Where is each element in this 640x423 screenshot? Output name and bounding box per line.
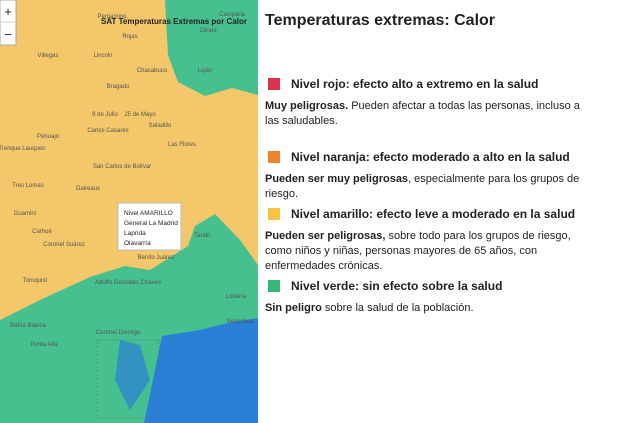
place-label: Campana xyxy=(219,12,246,18)
item-desc: Pueden afectar a todas las personas, inc… xyxy=(265,100,580,127)
map-title: SAT Temperaturas Extremas por Calor xyxy=(101,17,247,26)
green-zone xyxy=(165,0,258,96)
place-label: Villegas xyxy=(38,53,59,59)
item-desc: , especialmente para los grupos de riesg… xyxy=(265,173,580,200)
place-label: Bahía Blanca xyxy=(10,323,46,329)
popup-text: Nivel AMARILLO General La Madrid Laprida Ol… xyxy=(124,210,178,247)
item-bold: Pueden ser peligrosas, xyxy=(265,230,386,242)
place-label: Pehuajó xyxy=(37,134,60,140)
place-label: Luján xyxy=(198,68,213,74)
place-label: Tornquist xyxy=(23,278,48,284)
swatch xyxy=(268,208,280,220)
place-label: Coronel Dorrego xyxy=(96,330,141,336)
place-label: Lobería xyxy=(226,294,247,300)
place-label: Pergamino xyxy=(97,14,127,20)
place-label: Necochea xyxy=(226,319,254,325)
place-label: Saladillo xyxy=(149,123,172,129)
place-label: Chacabuco xyxy=(137,68,168,74)
place-label: Punta Alta xyxy=(30,342,58,348)
place-label: Carlos Casares xyxy=(87,128,128,134)
legend-title: Temperaturas extremas: Calor xyxy=(265,12,496,29)
place-label: Tandil xyxy=(194,233,210,239)
item-heading: Nivel amarillo: efecto leve a moderado e… xyxy=(291,207,576,221)
place-label: Lincoln xyxy=(93,53,112,59)
item-heading: Nivel verde: sin efecto sobre la salud xyxy=(291,279,503,293)
swatch xyxy=(268,78,280,90)
place-label: Trenque Lauquen xyxy=(0,146,46,152)
popup-line: General La Madrid xyxy=(124,220,178,227)
place-label: San Carlos de Bolívar xyxy=(93,164,151,170)
popup-line: Olavarría xyxy=(124,240,151,247)
place-label: Guaminí xyxy=(14,211,37,217)
popup xyxy=(117,202,182,251)
item-bold: Muy peligrosas. xyxy=(265,100,349,112)
popup-line: Laprida xyxy=(124,230,146,237)
place-label: Rojas xyxy=(122,34,137,40)
item-text: Muy peligrosas. Pueden afectar a todas l… xyxy=(265,99,595,129)
place-label: Carhué xyxy=(32,229,52,235)
item-text: Sin peligro sobre la salud de la poblaci… xyxy=(265,301,595,316)
place-label: Daireaux xyxy=(76,186,100,192)
place-label: Adolfo Gonzales Chaves xyxy=(95,280,161,286)
place-label: Benito Juárez xyxy=(138,255,175,261)
places: Campana Zárate Pergamino Rojas Villegas Linco… xyxy=(0,12,254,348)
ocean xyxy=(144,318,258,423)
zoom-out[interactable]: − xyxy=(4,27,12,42)
item-bold: Sin peligro xyxy=(265,302,322,314)
place-label: 25 de Mayo xyxy=(124,112,156,118)
place-label: Zárate xyxy=(199,28,217,34)
zoom-in[interactable]: + xyxy=(4,4,12,19)
place-label: 9 de Julio xyxy=(92,112,118,118)
item-desc: sobre la salud de la población. xyxy=(321,302,474,314)
item-bold: Pueden ser muy peligrosas xyxy=(265,173,409,185)
swatch xyxy=(268,151,280,163)
item-desc: sobre todo para los grupos de riesgo, co… xyxy=(265,230,571,272)
item-text: Pueden ser muy peligrosas, especialmente… xyxy=(265,172,595,202)
map: + − SAT Temperaturas Extremas por Calor … xyxy=(0,0,258,423)
item-heading: Nivel rojo: efecto alto a extremo en la … xyxy=(291,77,539,91)
popup-line: Nivel AMARILLO xyxy=(124,210,173,217)
place-label: Coronel Suárez xyxy=(43,242,85,248)
place-label: Bragado xyxy=(107,84,130,90)
place-label: Las Flores xyxy=(168,142,196,148)
item-heading: Nivel naranja: efecto moderado a alto en… xyxy=(291,150,570,164)
swatch xyxy=(268,280,280,292)
zone-outline xyxy=(96,339,160,419)
item-text: Pueden ser peligrosas, sobre todo para l… xyxy=(265,229,595,274)
place-label: Tres Lomas xyxy=(12,183,43,189)
bay xyxy=(115,340,150,410)
